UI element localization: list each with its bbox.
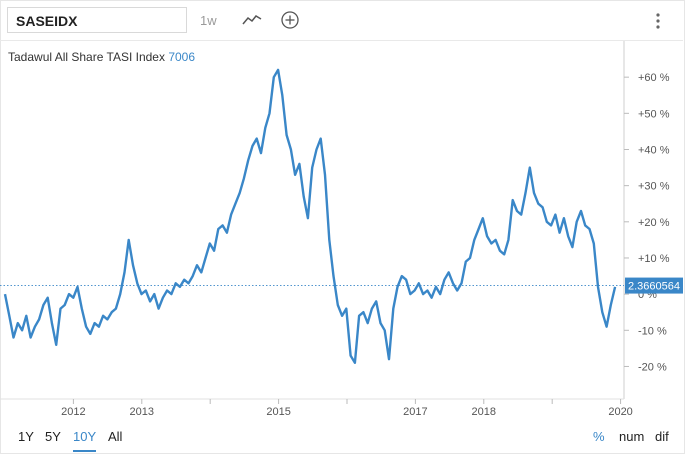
y-tick-label: +20 % <box>638 217 670 229</box>
y-tick-label: -10 % <box>638 325 667 337</box>
range-selector[interactable]: 1w <box>200 13 217 28</box>
x-tick-label: 2015 <box>266 406 290 418</box>
add-icon[interactable] <box>278 9 302 31</box>
toolbar: SASEIDX 1w <box>0 0 683 41</box>
x-tick-label: 2012 <box>61 406 85 418</box>
current-value-tag: 2.3660564 <box>625 277 683 294</box>
x-tick-label: 2013 <box>130 406 154 418</box>
range-all-button[interactable]: All <box>108 429 123 444</box>
mode-dif-button[interactable]: dif <box>655 429 669 444</box>
y-tick-label: +50 % <box>638 108 670 120</box>
y-tick-label: -20 % <box>638 361 667 373</box>
range-10y-button[interactable]: 10Y <box>73 429 97 452</box>
current-value-label: 2.3660564 <box>628 281 680 293</box>
index-name: Tadawul All Share TASI Index <box>8 50 165 64</box>
x-tick-label: 2017 <box>403 406 427 418</box>
range-1y-button[interactable]: 1Y <box>18 429 34 444</box>
y-tick-label: +30 % <box>638 181 670 193</box>
y-tick-label: +10 % <box>638 253 670 265</box>
series-line <box>3 68 617 364</box>
current-value-box <box>625 277 683 294</box>
chart-title: Tadawul All Share TASI Index 7006 <box>8 50 195 64</box>
more-vertical-icon[interactable] <box>655 12 661 30</box>
price-chart[interactable]: +60 %+50 %+40 %+30 %+20 %+10 %0 %-10 %-2… <box>0 41 683 423</box>
y-tick-label: +40 % <box>638 144 670 156</box>
line-chart-icon[interactable] <box>240 9 264 31</box>
x-tick-label: 2020 <box>608 406 632 418</box>
mode-num-button[interactable]: num <box>619 429 645 444</box>
bottom-controls: 1Y 5Y 10Y All % num dif <box>0 423 683 453</box>
index-value: 7006 <box>168 50 196 64</box>
y-tick-label: +60 % <box>638 72 670 84</box>
x-axis: 2012 2013 2015 2017 2018 2020 <box>0 398 633 418</box>
symbol-input[interactable]: SASEIDX <box>7 7 187 33</box>
mode-percent-button[interactable]: % <box>593 429 605 444</box>
x-tick-label: 2018 <box>472 406 496 418</box>
range-5y-button[interactable]: 5Y <box>45 429 61 444</box>
y-axis: +60 %+50 %+40 %+30 %+20 %+10 %0 %-10 %-2… <box>623 41 670 399</box>
